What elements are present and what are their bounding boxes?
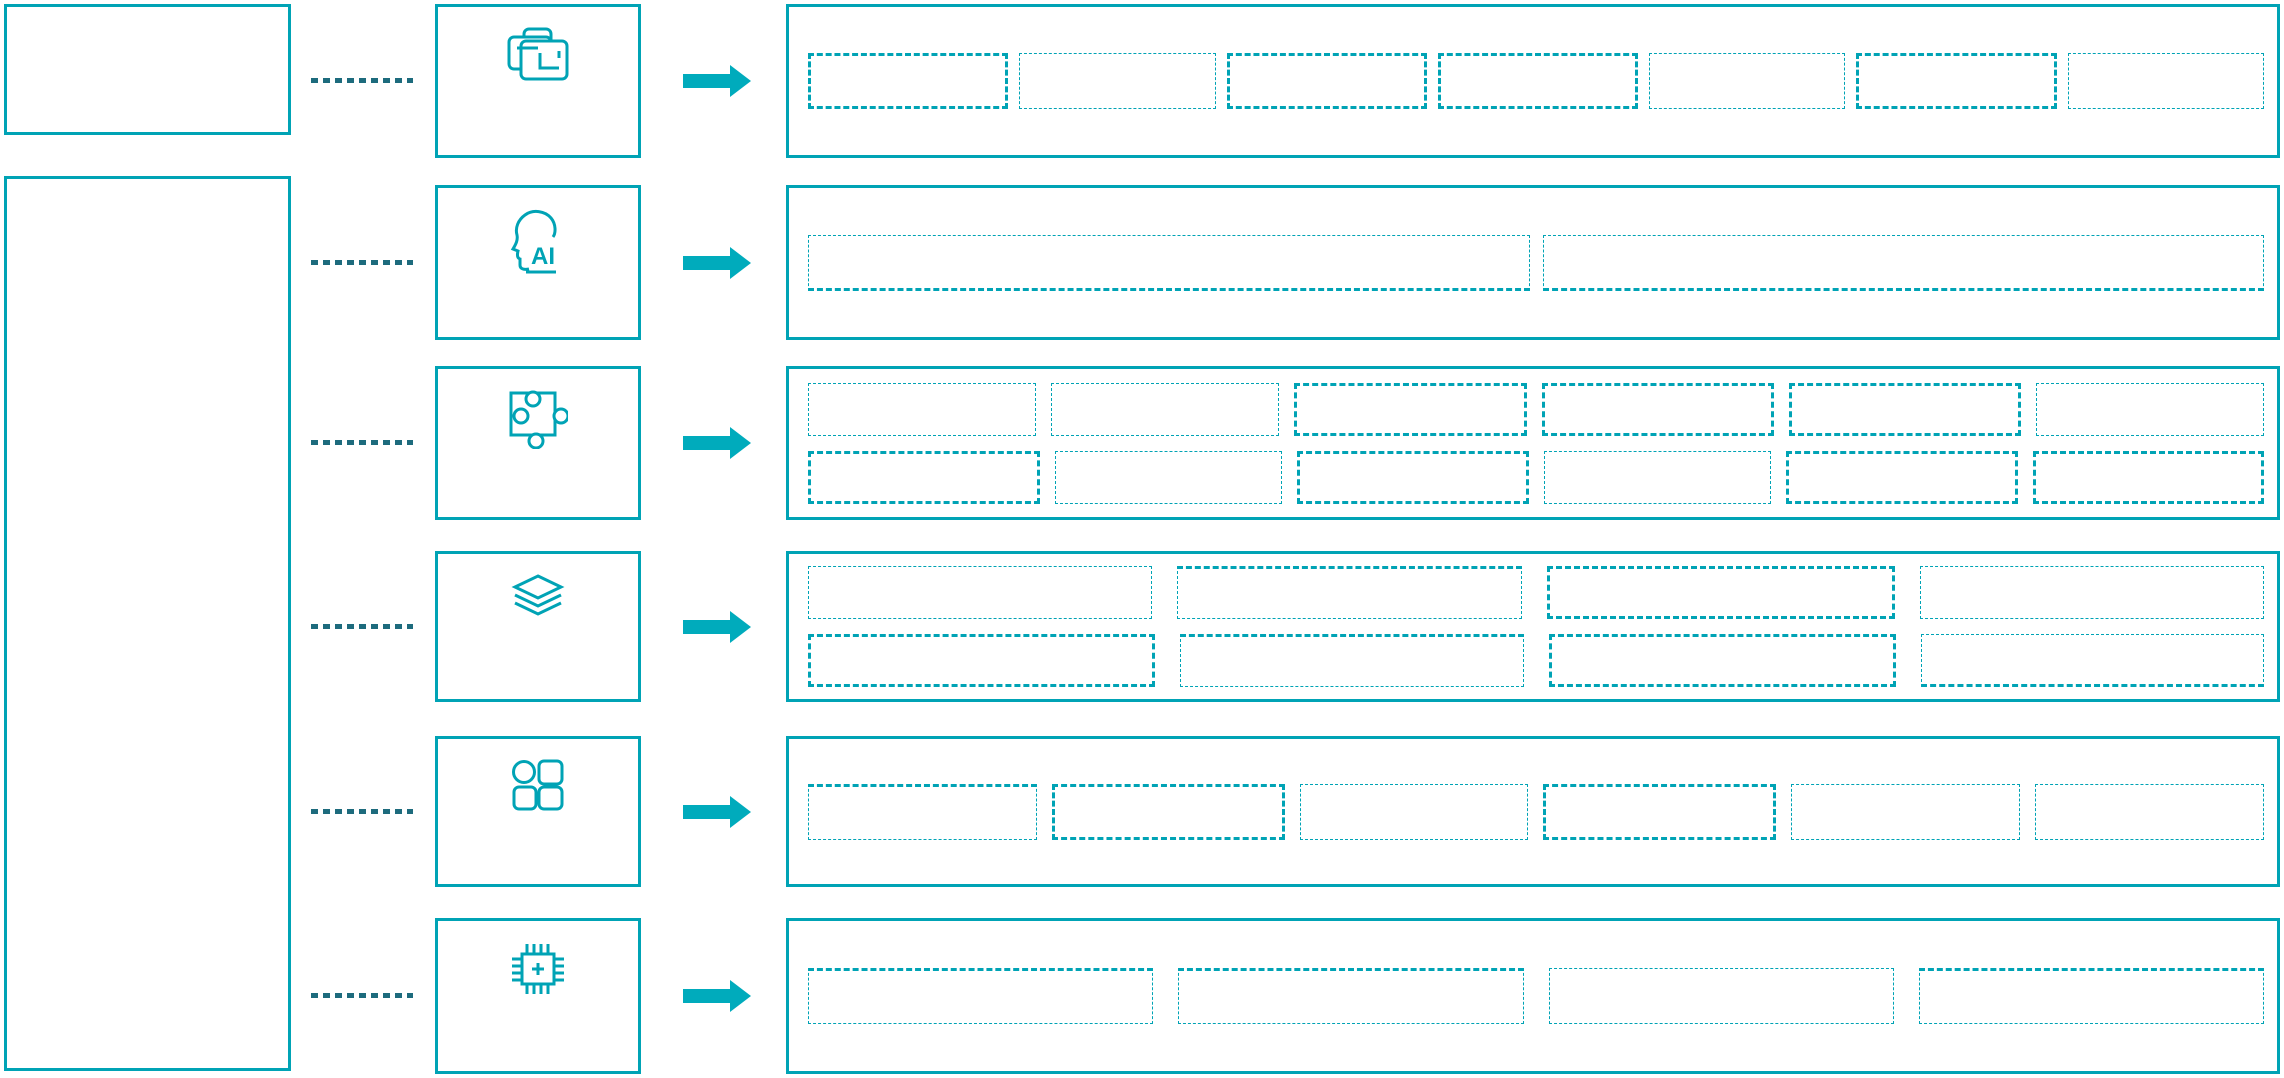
overlap-pages-icon xyxy=(507,27,569,81)
arrow-right-icon xyxy=(683,246,751,279)
dashed-connector-line xyxy=(311,808,413,814)
app-grid-icon xyxy=(512,759,564,811)
layers-icon-box xyxy=(435,551,641,702)
row-puzzle-container xyxy=(786,366,2280,520)
row-overlap-pages-container xyxy=(786,4,2280,158)
placeholder-box xyxy=(1541,382,1774,436)
placeholder-box xyxy=(2035,783,2264,840)
placeholder-box xyxy=(808,566,1153,619)
row-ai-head: AI xyxy=(0,185,2284,340)
cpu-chip-icon xyxy=(512,944,564,994)
row-app-grid-container xyxy=(786,736,2280,887)
placeholder-box xyxy=(2067,53,2264,109)
row-overlap-pages xyxy=(0,4,2284,158)
arrow-right-icon xyxy=(683,610,751,643)
row-layers-container xyxy=(786,551,2280,702)
placeholder-box xyxy=(1437,53,1639,109)
app-grid-icon-box xyxy=(435,736,641,887)
placeholder-box xyxy=(1051,783,1285,840)
placeholder-box xyxy=(1788,382,2021,436)
placeholder-box xyxy=(808,634,1156,687)
placeholder-box xyxy=(1177,566,1522,619)
row-app-grid xyxy=(0,736,2284,887)
ai-head-icon: AI xyxy=(510,209,557,274)
row-ai-head-container xyxy=(786,185,2280,340)
overlap-pages-icon-box xyxy=(435,4,641,158)
arrow-right-icon xyxy=(683,980,751,1012)
placeholder-box xyxy=(2035,382,2265,436)
placeholder-box xyxy=(1548,634,1896,687)
arrow-right-icon xyxy=(683,795,751,828)
placeholder-box xyxy=(808,450,1040,504)
row-layers xyxy=(0,551,2284,702)
cpu-chip-icon-box xyxy=(435,918,641,1074)
row-puzzle xyxy=(0,366,2284,520)
placeholder-box xyxy=(1054,450,1282,504)
placeholder-box xyxy=(1297,450,1529,504)
puzzle-piece-icon-box xyxy=(435,366,641,520)
placeholder-box xyxy=(1226,53,1427,109)
placeholder-box xyxy=(1786,450,2018,504)
left-tall-placeholder-box xyxy=(4,176,291,1071)
placeholder-box xyxy=(1649,53,1846,109)
placeholder-box xyxy=(808,968,1154,1024)
layers-icon xyxy=(511,574,565,616)
placeholder-box xyxy=(808,783,1037,840)
placeholder-box xyxy=(1791,783,2021,840)
dashed-connector-line xyxy=(311,623,413,629)
arrow-right-icon xyxy=(683,427,751,459)
placeholder-box xyxy=(808,53,1009,109)
placeholder-box xyxy=(1546,566,1895,619)
arrow-right-icon xyxy=(683,65,751,97)
placeholder-box xyxy=(1180,634,1524,687)
puzzle-piece-icon xyxy=(509,390,568,449)
placeholder-box xyxy=(2032,450,2264,504)
placeholder-box xyxy=(1918,968,2264,1024)
placeholder-box xyxy=(808,382,1037,436)
placeholder-box xyxy=(1543,783,1777,840)
ai-label: AI xyxy=(531,243,555,270)
dashed-connector-line xyxy=(311,440,413,445)
placeholder-box xyxy=(1178,968,1524,1024)
placeholder-box xyxy=(1019,53,1216,109)
placeholder-box xyxy=(808,234,1530,291)
placeholder-box xyxy=(1294,382,1527,436)
placeholder-box xyxy=(1299,783,1529,840)
placeholder-box xyxy=(1548,968,1894,1024)
placeholder-box xyxy=(1856,53,2057,109)
dashed-connector-line xyxy=(311,78,413,83)
row-cpu-chip xyxy=(0,918,2284,1074)
ai-head-icon-box: AI xyxy=(435,185,641,340)
placeholder-box xyxy=(1920,634,2264,687)
placeholder-box xyxy=(1919,566,2264,619)
placeholder-box xyxy=(1051,382,1280,436)
top-left-placeholder-box xyxy=(4,4,291,135)
placeholder-box xyxy=(1543,450,1771,504)
placeholder-box xyxy=(1542,234,2264,291)
dashed-connector-line xyxy=(311,259,413,265)
row-cpu-chip-container xyxy=(786,918,2280,1074)
dashed-connector-line xyxy=(311,993,413,998)
